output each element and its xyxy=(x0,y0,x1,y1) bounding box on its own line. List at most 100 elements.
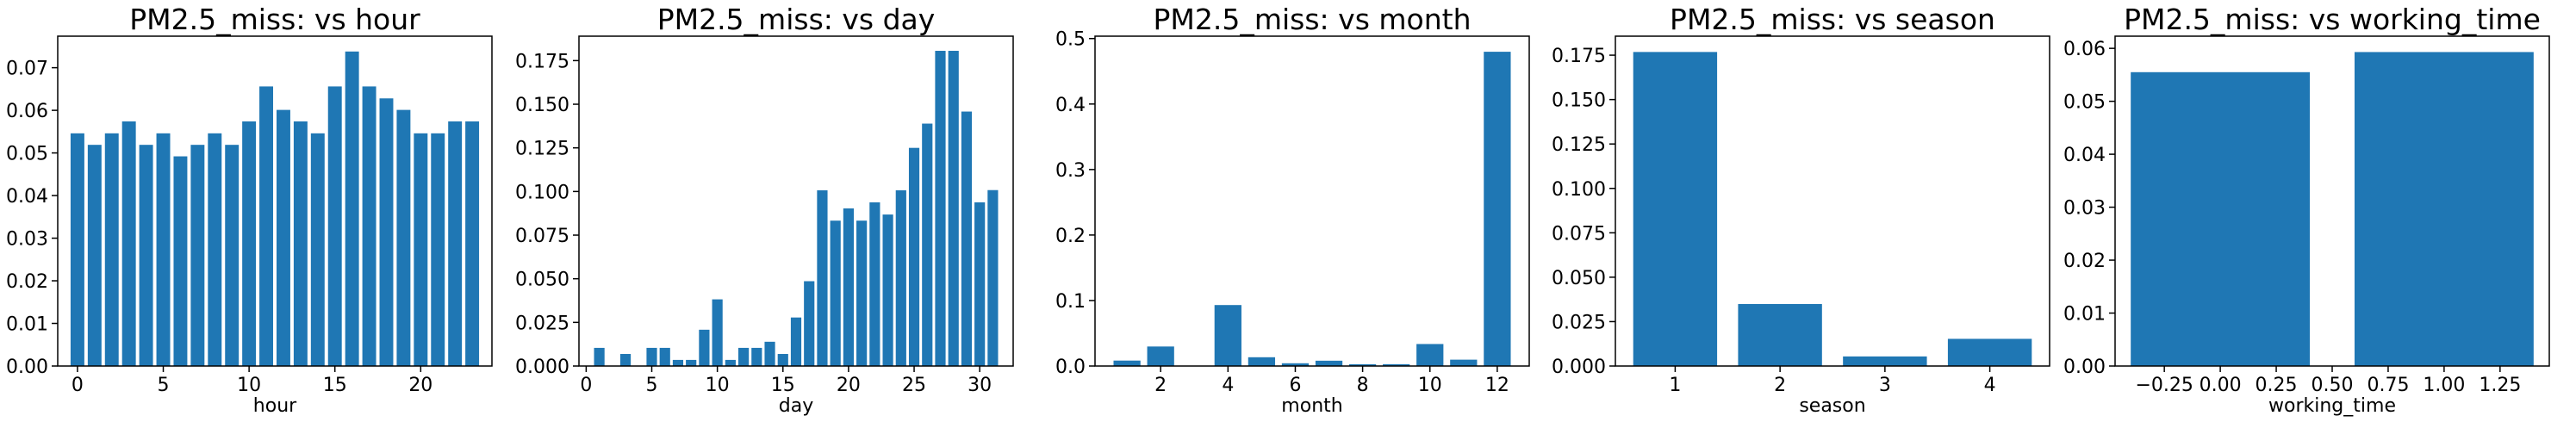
bar-day-13 xyxy=(751,347,762,366)
bar-day-19 xyxy=(830,220,841,366)
bar-hour-23 xyxy=(465,121,480,366)
y-tick-label-season: 0.125 xyxy=(1552,134,1606,156)
bar-season-4 xyxy=(1947,338,2032,366)
x-tick-label-season: 3 xyxy=(1879,375,1891,396)
bar-month-10 xyxy=(1416,344,1444,366)
bar-day-25 xyxy=(908,147,920,366)
y-tick-label-hour: 0.06 xyxy=(6,101,48,122)
y-tick-label-day: 0.150 xyxy=(515,95,569,116)
bar-day-21 xyxy=(856,220,868,366)
bar-month-5 xyxy=(1248,357,1276,366)
bar-month-4 xyxy=(1214,305,1241,366)
y-tick-label-day: 0.050 xyxy=(515,270,569,291)
bar-day-6 xyxy=(659,347,670,366)
bar-month-1 xyxy=(1113,360,1141,366)
bar-day-20 xyxy=(843,208,854,366)
chart-title-working-time: PM2.5_miss: vs working_time xyxy=(2124,3,2541,36)
y-tick-label-working-time: 0.00 xyxy=(2063,357,2106,378)
y-tick-label-month: 0.0 xyxy=(1055,357,1086,378)
y-tick-label-hour: 0.04 xyxy=(6,186,48,208)
plot-frame-working-time xyxy=(2114,35,2550,367)
bar-hour-15 xyxy=(327,86,342,366)
y-tick-label-season: 0.150 xyxy=(1552,90,1606,112)
y-tick-label-season: 0.075 xyxy=(1552,223,1606,245)
bar-day-8 xyxy=(686,359,697,366)
plot-frame-season xyxy=(1615,35,2050,367)
bar-working-time-0 xyxy=(2131,71,2311,367)
x-tick-label-hour: 10 xyxy=(237,375,261,396)
bar-season-2 xyxy=(1738,304,1822,366)
x-axis-label-month: month xyxy=(1281,395,1342,417)
bar-day-23 xyxy=(882,214,893,366)
chart-title-month: PM2.5_miss: vs month xyxy=(1154,3,1472,36)
bars-season xyxy=(1633,52,2032,367)
y-tick-label-season: 0.175 xyxy=(1552,46,1606,67)
x-tick-label-day: 25 xyxy=(902,375,926,396)
bar-day-7 xyxy=(672,359,684,366)
bar-day-18 xyxy=(817,189,828,366)
y-tick-label-month: 0.4 xyxy=(1055,95,1086,116)
x-tick-label-day: 30 xyxy=(968,375,992,396)
x-tick-label-working-time: 1.25 xyxy=(2479,375,2521,396)
y-tick-label-month: 0.3 xyxy=(1055,160,1086,182)
y-tick-label-day: 0.175 xyxy=(515,51,569,72)
bar-hour-12 xyxy=(276,109,290,367)
bar-hour-0 xyxy=(70,133,84,366)
y-tick-label-hour: 0.02 xyxy=(6,271,48,293)
x-tick-label-working-time: 1.00 xyxy=(2423,375,2465,396)
bar-hour-9 xyxy=(225,145,240,366)
bar-season-3 xyxy=(1843,356,1927,366)
y-tick-label-season: 0.025 xyxy=(1552,312,1606,333)
bar-day-3 xyxy=(619,354,632,366)
bar-hour-6 xyxy=(173,156,188,366)
bar-hour-16 xyxy=(345,51,359,367)
ticks-working-time: −0.25 0.00 0.25 0.50 0.75 1.00 1.25 0.00 0.01 0.0… xyxy=(2063,39,2521,396)
x-tick-label-month: 2 xyxy=(1154,375,1167,396)
y-tick-label-day: 0.075 xyxy=(515,226,569,247)
bar-hour-2 xyxy=(104,133,119,366)
bar-day-30 xyxy=(974,202,986,366)
x-tick-label-working-time: 0.00 xyxy=(2200,375,2242,396)
bar-hour-5 xyxy=(156,133,171,366)
bar-day-24 xyxy=(895,189,906,366)
y-tick-label-month: 0.2 xyxy=(1055,226,1086,247)
bar-hour-8 xyxy=(208,133,222,366)
bars-hour xyxy=(70,51,480,367)
y-tick-label-season: 0.050 xyxy=(1552,268,1606,289)
bar-day-16 xyxy=(790,317,802,366)
bars-day xyxy=(594,51,999,367)
x-tick-label-hour: 5 xyxy=(158,375,170,396)
panel-month: PM2.5_miss: vs month 2 4 6 8 10 12 0.0 0.1 0.2 0.… xyxy=(1055,3,1530,417)
ticks-hour: 0 5 10 15 20 0.00 0.01 0.02 0.03 0.04 0.05 0.06 0.07 xyxy=(6,59,432,396)
x-axis-label-season: season xyxy=(1799,395,1865,417)
bar-working-time-1 xyxy=(2354,52,2534,366)
bar-day-10 xyxy=(712,299,723,366)
y-tick-label-day: 0.100 xyxy=(515,182,569,203)
y-tick-label-day: 0.025 xyxy=(515,313,569,334)
bar-day-27 xyxy=(935,51,946,367)
x-tick-label-working-time: 0.25 xyxy=(2256,375,2298,396)
bar-hour-7 xyxy=(190,145,205,366)
bar-day-11 xyxy=(725,359,736,366)
x-tick-label-season: 2 xyxy=(1774,375,1786,396)
x-tick-label-month: 6 xyxy=(1289,375,1301,396)
x-tick-label-hour: 20 xyxy=(408,375,432,396)
x-tick-label-month: 12 xyxy=(1485,375,1509,396)
panel-day: PM2.5_miss: vs day 0 5 10 15 20 25 30 0.000 0.02… xyxy=(515,3,1014,417)
panel-season: PM2.5_miss: vs season 1 2 3 4 0.000 0.025 0.05… xyxy=(1552,3,2050,417)
bar-hour-20 xyxy=(414,133,428,366)
x-axis-label-working-time: working_time xyxy=(2268,395,2396,417)
x-tick-label-day: 20 xyxy=(837,375,861,396)
x-tick-label-day: 0 xyxy=(580,375,592,396)
bar-hour-14 xyxy=(310,133,325,366)
bar-season-1 xyxy=(1633,52,1718,367)
y-tick-label-working-time: 0.06 xyxy=(2063,39,2106,60)
ticks-season: 1 2 3 4 0.000 0.025 0.050 0.075 0.100 0.125 0.150 0… xyxy=(1552,46,1996,396)
y-tick-label-month: 0.5 xyxy=(1055,29,1086,51)
plot-frame-day xyxy=(578,35,1014,367)
x-tick-label-month: 10 xyxy=(1418,375,1442,396)
bar-hour-1 xyxy=(87,145,102,366)
y-tick-label-working-time: 0.03 xyxy=(2063,198,2106,220)
y-tick-label-month: 0.1 xyxy=(1055,291,1086,313)
x-tick-label-working-time: 0.75 xyxy=(2367,375,2409,396)
